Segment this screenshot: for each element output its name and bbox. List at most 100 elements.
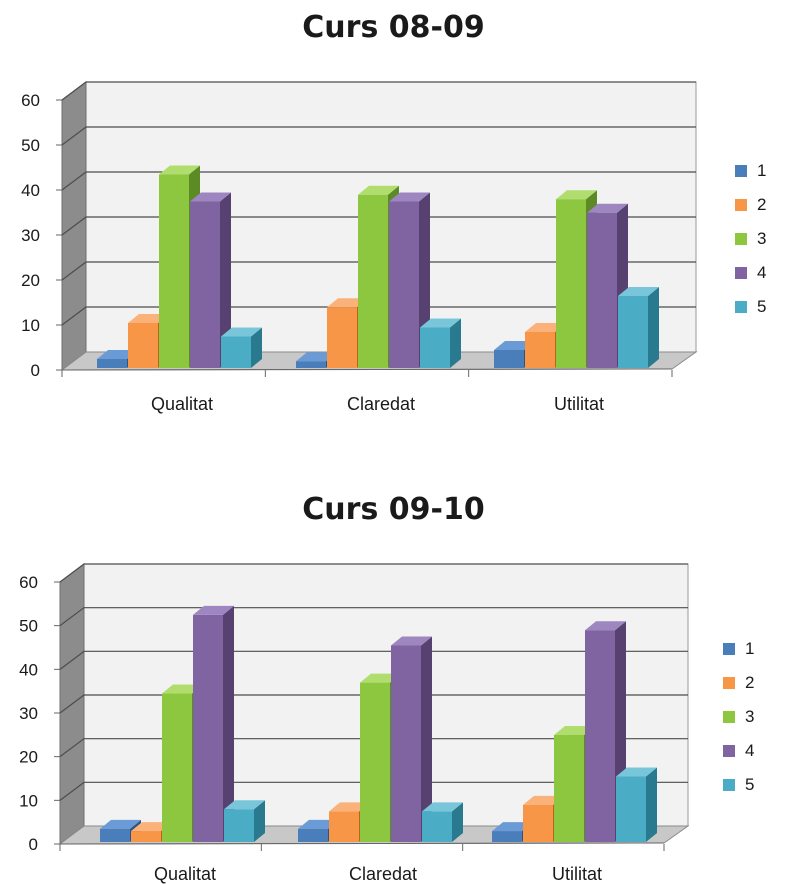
y-tick-label: 60 [21, 91, 40, 110]
bar-side [251, 327, 262, 368]
bar-top [128, 314, 169, 323]
bar [422, 802, 463, 842]
bar-top [360, 673, 401, 683]
bar-side [646, 767, 657, 842]
legend-swatch [723, 711, 735, 723]
bar [391, 636, 432, 842]
bar [190, 192, 231, 368]
bar-front [389, 201, 419, 368]
y-tick-label: 20 [19, 748, 38, 767]
bar-top [131, 822, 172, 832]
bar [389, 192, 430, 368]
bar-top [97, 350, 138, 359]
gridline [61, 261, 696, 281]
legend-swatch [735, 165, 747, 177]
bar-top [420, 318, 461, 328]
bar-top [556, 190, 597, 200]
bar-side [254, 800, 265, 842]
x-axis [61, 368, 673, 371]
legend-label: 5 [745, 775, 754, 794]
bar-front [298, 828, 328, 842]
gridline [61, 126, 696, 146]
bar-front [616, 776, 646, 842]
bar-top [389, 192, 430, 202]
bar-front [585, 630, 615, 842]
chart-plot: 0 10 20 30 40 50 60 Qualitat Claredat Utilitat 1 2 3… [19, 563, 754, 884]
bar-top [523, 795, 564, 805]
bar-top [587, 203, 628, 213]
legend-label: 1 [757, 161, 766, 180]
x-category-label: Claredat [347, 394, 415, 414]
bar-side [452, 802, 463, 842]
bar-top [329, 802, 370, 812]
bar-top [224, 800, 265, 810]
bar-front [358, 194, 388, 368]
bar-front [296, 361, 326, 368]
gridline [61, 171, 696, 191]
bar-front [391, 645, 421, 842]
gridline [59, 781, 688, 801]
y-tick-label: 0 [29, 835, 38, 854]
gridline [61, 81, 696, 101]
bar-front [525, 332, 555, 368]
legend-swatch [735, 199, 747, 211]
y-tick-label: 30 [21, 226, 40, 245]
legend-label: 2 [757, 195, 766, 214]
legend-label: 3 [757, 229, 766, 248]
x-category-label: Utilitat [552, 864, 602, 884]
bar-top [554, 726, 595, 736]
legend-label: 1 [745, 639, 754, 658]
bar [420, 318, 461, 368]
bar-top [296, 352, 337, 362]
bar [298, 819, 339, 842]
bar-front [523, 804, 553, 842]
bar-front [162, 693, 192, 842]
chart-plot: 0 10 20 30 40 50 60 Qualitat Claredat Utilitat 1 2 3… [21, 81, 766, 414]
x-category-label: Utilitat [554, 394, 604, 414]
bar [224, 800, 265, 842]
legend-label: 4 [745, 741, 754, 760]
y-tick-label: 0 [31, 361, 40, 380]
bar-front [420, 327, 450, 368]
bar-top [100, 819, 141, 829]
bar-top [358, 185, 399, 195]
bar [616, 767, 657, 842]
legend-label: 5 [757, 297, 766, 316]
bar-front [193, 614, 223, 842]
legend-swatch [723, 677, 735, 689]
bar-front [554, 735, 584, 842]
legend-swatch [735, 301, 747, 313]
gridline [59, 563, 688, 583]
bar-front [494, 350, 524, 368]
legend-swatch [735, 267, 747, 279]
y-tick-label: 40 [19, 660, 38, 679]
x-axis [59, 842, 665, 845]
x-category-label: Qualitat [154, 864, 216, 884]
chart-curs-09-10: Curs 09-10 0 10 20 30 40 50 60 Qualitat Claredat… [0, 460, 787, 884]
bar [221, 327, 262, 368]
y-tick-label: 50 [21, 136, 40, 155]
y-tick-label: 30 [19, 704, 38, 723]
chart-curs-08-09: Curs 08-09 0 10 20 30 40 50 60 Qualitat Claredat… [0, 0, 787, 440]
bar-top [162, 684, 203, 694]
bar-front [587, 212, 617, 368]
bar-front [224, 809, 254, 842]
gridline [59, 650, 688, 670]
bar-top [193, 605, 234, 615]
bar-top [422, 802, 463, 812]
y-tick-label: 60 [19, 573, 38, 592]
legend-swatch [723, 779, 735, 791]
legend-label: 4 [757, 263, 766, 282]
bar-front [100, 828, 130, 842]
legend-swatch [735, 233, 747, 245]
y-tick-label: 10 [19, 791, 38, 810]
bar-top [159, 165, 200, 175]
gridline [59, 738, 688, 758]
bar-side [220, 192, 231, 368]
bar-top [190, 192, 231, 202]
x-category-label: Qualitat [151, 394, 213, 414]
legend-swatch [723, 643, 735, 655]
gridline [61, 216, 696, 236]
bar-front [97, 359, 127, 368]
bar [193, 605, 234, 842]
